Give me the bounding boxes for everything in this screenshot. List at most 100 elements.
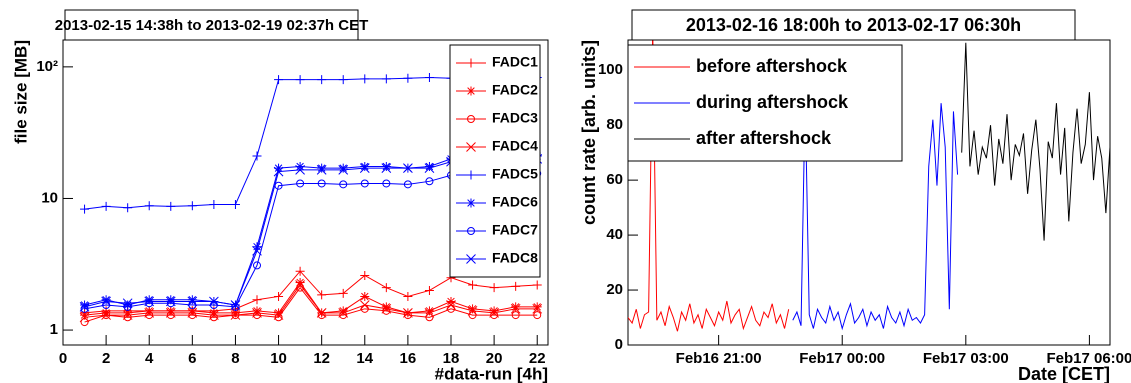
marker (79, 302, 90, 312)
x-axis-title: #data-run [4h] (435, 364, 548, 383)
marker (489, 308, 499, 318)
marker (468, 304, 478, 314)
marker (187, 306, 197, 316)
marker (424, 163, 435, 173)
marker (317, 163, 327, 173)
marker (466, 58, 476, 68)
marker (360, 74, 370, 84)
marker (339, 311, 348, 320)
marker (274, 313, 283, 322)
x-tick-label: Feb16 21:00 (676, 350, 762, 367)
marker (253, 261, 261, 270)
y-tick-label: 100 (598, 61, 623, 78)
y-axis-title: file size [MB] (11, 40, 30, 144)
marker (144, 201, 154, 211)
marker (511, 281, 521, 291)
marker (165, 308, 176, 318)
marker (295, 277, 305, 287)
legend-label: during aftershock (696, 92, 849, 112)
marker (316, 308, 327, 318)
marker (296, 179, 305, 188)
series-line (792, 97, 959, 331)
marker (123, 300, 133, 310)
x-tick-label: 14 (356, 350, 373, 367)
legend-label: FADC8 (492, 250, 538, 266)
marker (381, 283, 391, 293)
marker (338, 163, 348, 173)
marker (468, 280, 478, 290)
legend-label: FADC5 (492, 166, 538, 182)
x-tick-label: 0 (59, 350, 67, 367)
marker (338, 288, 348, 298)
marker (166, 306, 176, 316)
marker (123, 313, 132, 322)
legend: before aftershock during aftershock after … (627, 44, 903, 162)
marker (123, 308, 133, 318)
marker (166, 311, 175, 320)
marker (467, 115, 475, 123)
marker (360, 161, 370, 171)
marker (101, 295, 111, 305)
chart-title: 2013-02-15 14:38h to 2013-02-19 02:37h C… (55, 17, 369, 34)
marker (533, 311, 542, 320)
marker (188, 311, 197, 320)
marker (466, 198, 476, 208)
marker (209, 310, 219, 320)
marker (166, 299, 175, 308)
marker (403, 308, 413, 318)
x-tick-label: Feb17 00:00 (799, 350, 885, 367)
series-line (84, 286, 538, 323)
y-tick-label: 40 (606, 226, 623, 243)
marker (424, 308, 435, 318)
marker (360, 270, 370, 280)
marker (468, 311, 477, 320)
marker (360, 291, 370, 301)
marker (145, 299, 154, 308)
legend-label: FADC6 (492, 194, 538, 210)
legend-label: FADC1 (492, 54, 538, 70)
marker (252, 245, 262, 256)
marker (424, 306, 434, 316)
legend-label: before aftershock (696, 56, 848, 76)
marker (101, 201, 111, 211)
x-tick-label: 10 (270, 350, 287, 367)
series-line (84, 284, 538, 318)
x-axis-title: Date [CET] (1018, 364, 1110, 383)
marker (187, 295, 197, 305)
marker (382, 306, 391, 315)
marker (230, 310, 241, 320)
marker (317, 290, 327, 300)
marker (532, 302, 542, 312)
x-tick-label: 4 (145, 350, 154, 367)
marker (490, 311, 499, 320)
marker (425, 313, 434, 322)
marker (101, 296, 111, 307)
y-tick-label: 80 (606, 116, 623, 133)
marker (295, 164, 305, 175)
legend-label: FADC2 (492, 82, 538, 98)
y-axis-title: count rate [arb. units] (579, 40, 599, 225)
marker (381, 161, 391, 171)
legend-box (449, 44, 541, 278)
marker (252, 295, 262, 305)
marker (317, 179, 326, 188)
marker (403, 291, 413, 301)
marker (382, 179, 391, 188)
marker (273, 166, 284, 177)
legend-label: FADC3 (492, 110, 538, 126)
marker (381, 163, 392, 173)
y-tick-label: 1 (50, 321, 58, 338)
marker (403, 163, 413, 173)
marker (403, 180, 412, 189)
marker (467, 227, 475, 235)
marker (295, 280, 305, 290)
title-box (64, 9, 359, 41)
marker (359, 163, 370, 173)
marker (360, 179, 369, 188)
marker (230, 300, 241, 310)
marker (274, 163, 284, 173)
marker (295, 161, 305, 171)
marker (338, 75, 348, 85)
marker (101, 308, 111, 318)
